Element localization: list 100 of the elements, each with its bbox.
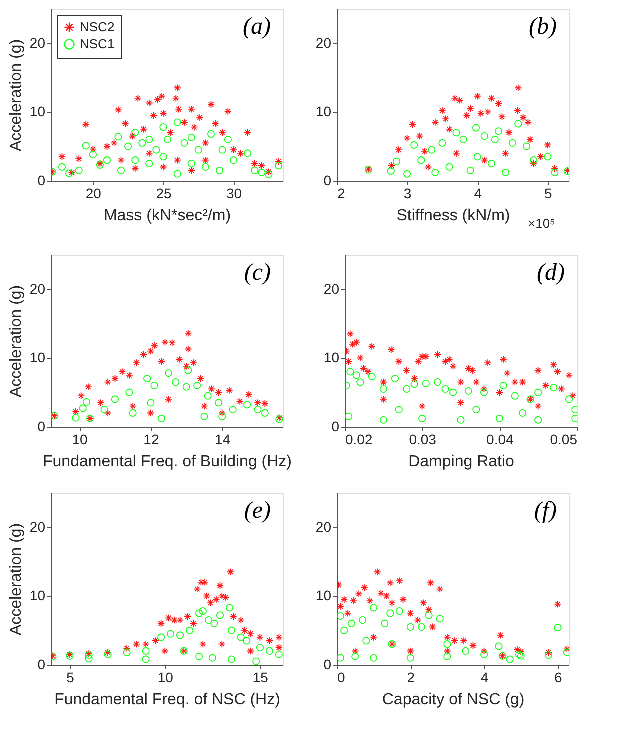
y-tick-label: 10 [316,588,332,604]
point [129,409,137,418]
point [480,647,488,656]
point [452,150,460,158]
point [388,599,396,607]
point [404,134,412,142]
point [230,146,238,154]
x-axis-title: Fundamental Freq. of NSC (Hz) [54,692,280,708]
point [150,112,158,120]
point [58,153,66,161]
x-axis-title: Stiffness (kN/m) [396,208,510,224]
y-axis-title: Acceleration (g) [8,523,25,636]
y-tick-label: 0 [38,656,46,672]
point [251,160,259,168]
point [451,637,459,645]
point [226,386,234,394]
point [210,620,218,628]
point [214,399,223,407]
point [197,375,205,383]
point [207,100,216,108]
point [144,375,152,383]
point [194,146,202,154]
point [188,166,196,174]
x-tick-label: 14 [215,432,231,448]
point [474,153,482,161]
point [418,623,426,631]
point [554,624,562,632]
y-tick-label: 10 [30,104,46,120]
point [196,652,204,661]
x-tick-label: 5 [66,670,75,686]
point [142,640,150,648]
point [174,156,182,164]
point [366,597,374,605]
point [118,368,126,376]
point [154,96,162,104]
point [146,99,154,108]
point [266,647,274,656]
point [208,654,216,662]
point [216,612,224,620]
point [350,597,358,605]
point [416,132,424,140]
point [199,608,207,616]
point [424,163,432,172]
point [158,414,166,423]
point [526,136,534,144]
point [160,124,168,132]
point [462,647,470,656]
point [337,612,344,620]
point [204,392,212,400]
point [480,650,488,658]
y-tick-label: 20 [30,280,46,297]
point [214,388,223,396]
point [444,640,452,648]
point [258,162,266,170]
point [517,652,525,660]
point [514,646,522,654]
point [386,610,394,618]
y-tick-label: 20 [30,34,46,51]
x-tick-label: 10 [158,670,174,686]
point [103,156,112,164]
y-tick-label: 20 [316,34,332,51]
point [523,142,531,150]
point [132,164,140,172]
point [524,118,532,126]
point [132,359,140,367]
point [494,128,502,136]
point [146,160,154,168]
point [463,112,471,120]
y-tick-label: 0 [332,418,340,434]
point [202,156,210,164]
chart-title: (f) [534,498,558,524]
point [72,414,80,422]
point [89,146,97,154]
point [530,160,538,168]
point [222,594,230,602]
point [474,92,482,100]
point [114,106,122,114]
point [551,164,559,172]
point [197,578,206,586]
point [352,652,360,661]
point [252,658,260,665]
point [544,153,552,161]
point [355,590,363,598]
point [82,120,90,128]
point [114,133,122,141]
point [418,156,426,164]
point [97,399,105,407]
point [126,372,134,380]
x-axis-title: Capacity of NSC (g) [382,692,525,708]
point [544,652,553,660]
x-tick-label: 4 [474,186,482,202]
point [180,139,188,147]
chart-title: (d) [537,260,566,286]
point [460,136,468,144]
point [146,136,154,144]
point [175,106,183,114]
point [399,596,408,604]
point [404,170,412,178]
point [497,632,505,640]
point [216,166,224,174]
